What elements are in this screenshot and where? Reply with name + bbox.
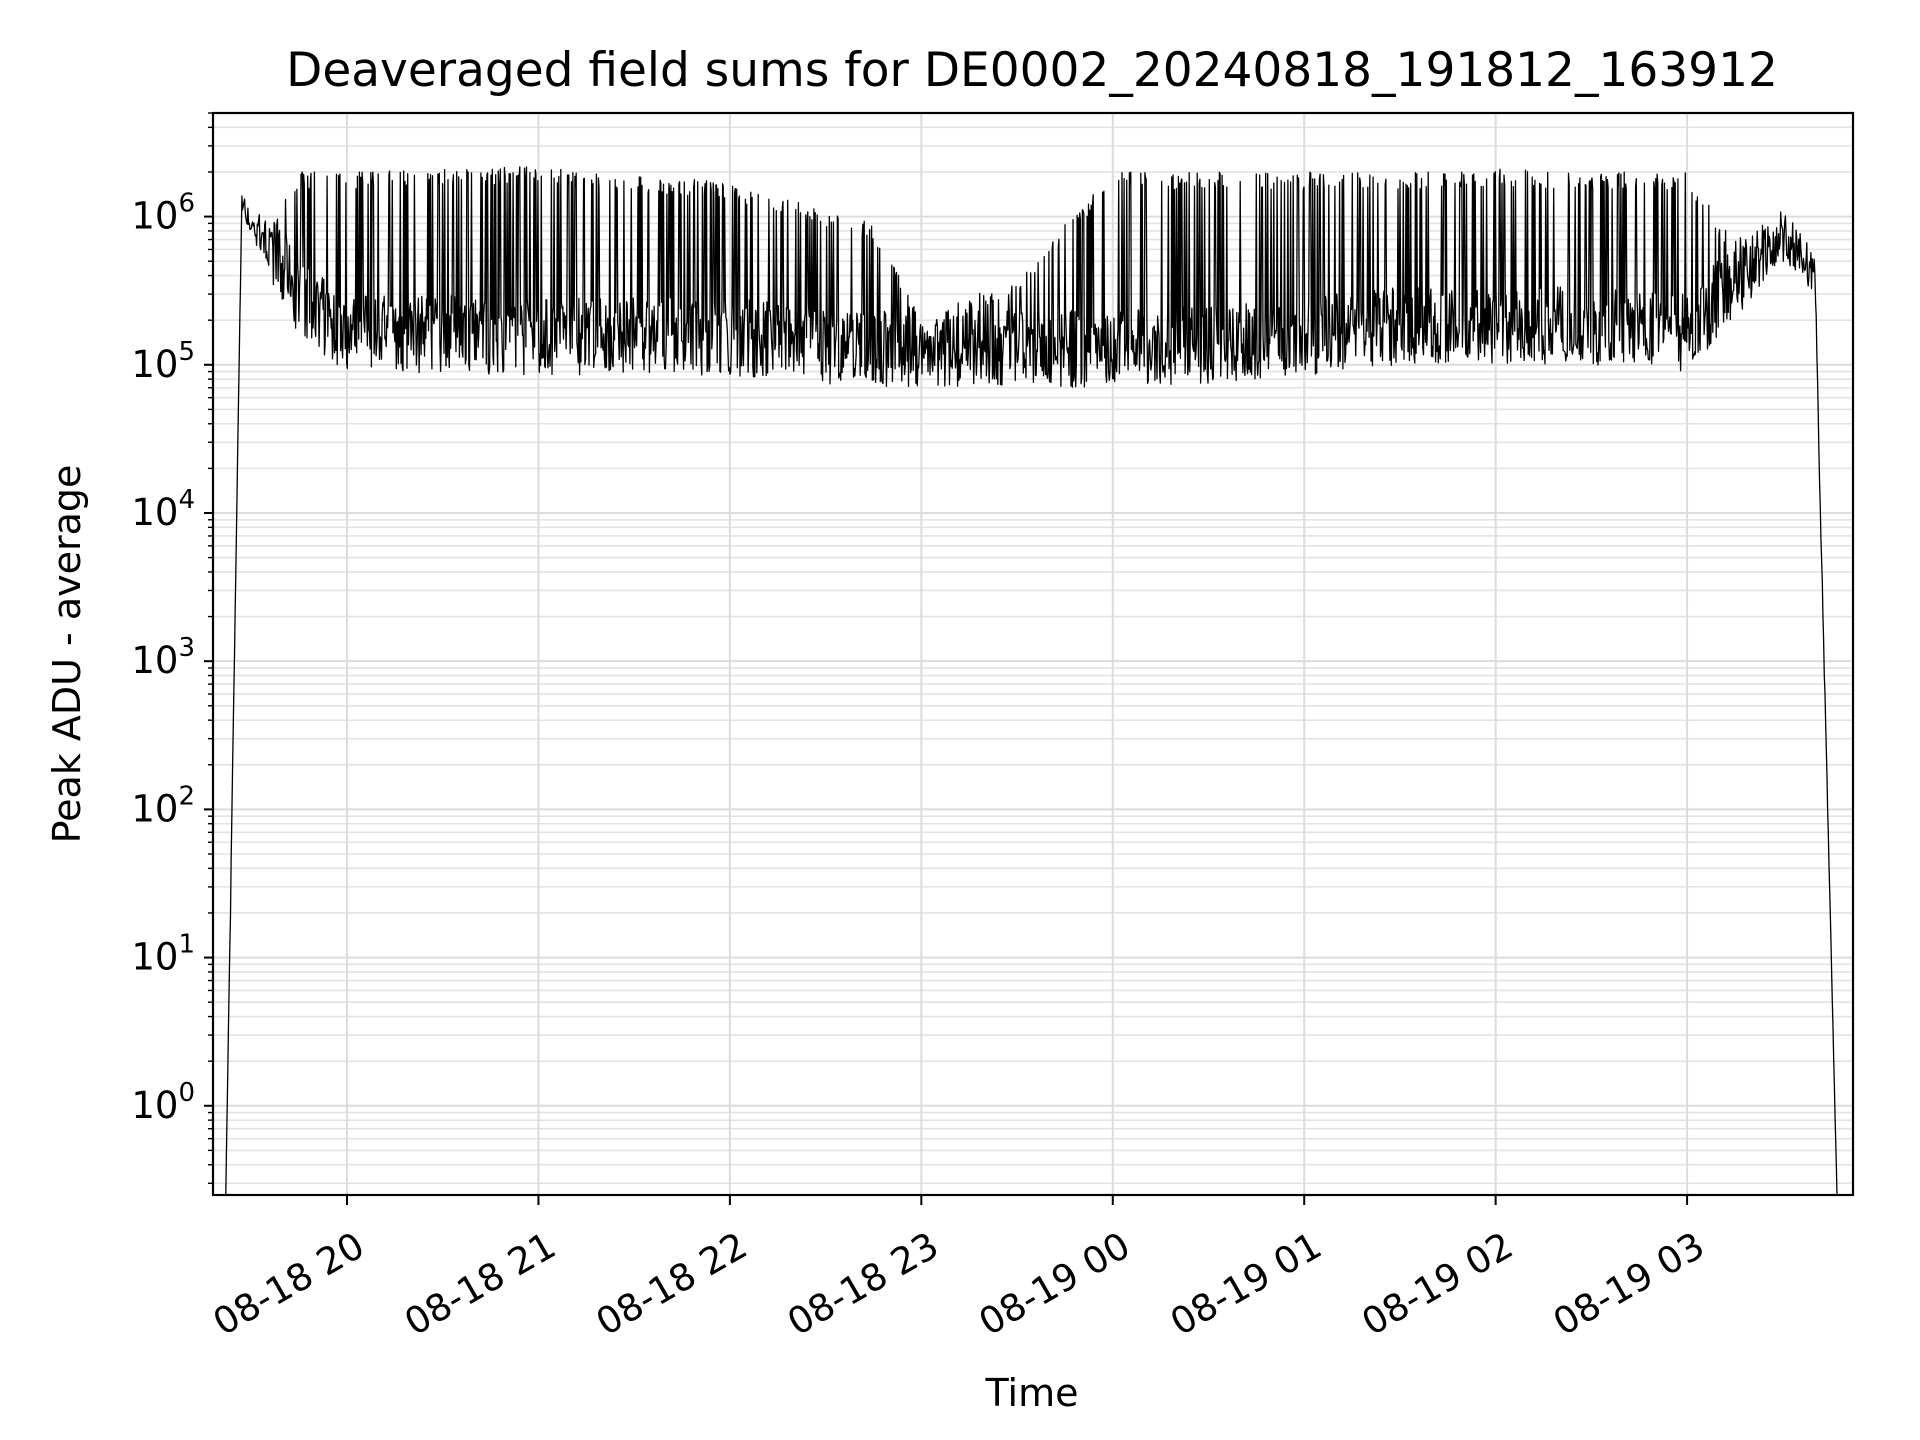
y-tick-exponent: 0 xyxy=(178,1078,195,1108)
y-tick-base: 10 xyxy=(131,639,178,682)
series-line xyxy=(225,166,1838,1196)
y-tick-label: 100 xyxy=(131,1078,195,1127)
y-tick-exponent: 1 xyxy=(178,930,195,960)
plot-frame xyxy=(211,111,1855,1197)
y-tick-base: 10 xyxy=(131,936,178,979)
y-tick-label: 106 xyxy=(131,189,195,238)
grid xyxy=(213,112,1853,1195)
y-tick-exponent: 6 xyxy=(178,189,195,219)
series-group xyxy=(225,166,1838,1196)
y-tick-exponent: 5 xyxy=(178,337,195,367)
y-tick-label: 105 xyxy=(131,337,195,386)
x-axis-label: Time xyxy=(985,1371,1079,1415)
y-tick-label: 104 xyxy=(131,485,195,534)
y-tick-label: 102 xyxy=(131,781,195,830)
y-tick-base: 10 xyxy=(131,195,178,238)
y-tick-label: 101 xyxy=(131,930,195,979)
y-tick-exponent: 2 xyxy=(178,781,195,811)
chart-title: Deaveraged field sums for DE0002_2024081… xyxy=(286,43,1778,98)
y-tick-exponent: 3 xyxy=(178,633,195,663)
y-tick-exponent: 4 xyxy=(178,485,195,515)
y-tick-base: 10 xyxy=(131,343,178,386)
y-tick-base: 10 xyxy=(131,491,178,534)
y-axis-label: Peak ADU - average xyxy=(45,465,89,844)
y-tick-base: 10 xyxy=(131,787,178,830)
y-tick-base: 10 xyxy=(131,1084,178,1127)
y-tick-label: 103 xyxy=(131,633,195,682)
